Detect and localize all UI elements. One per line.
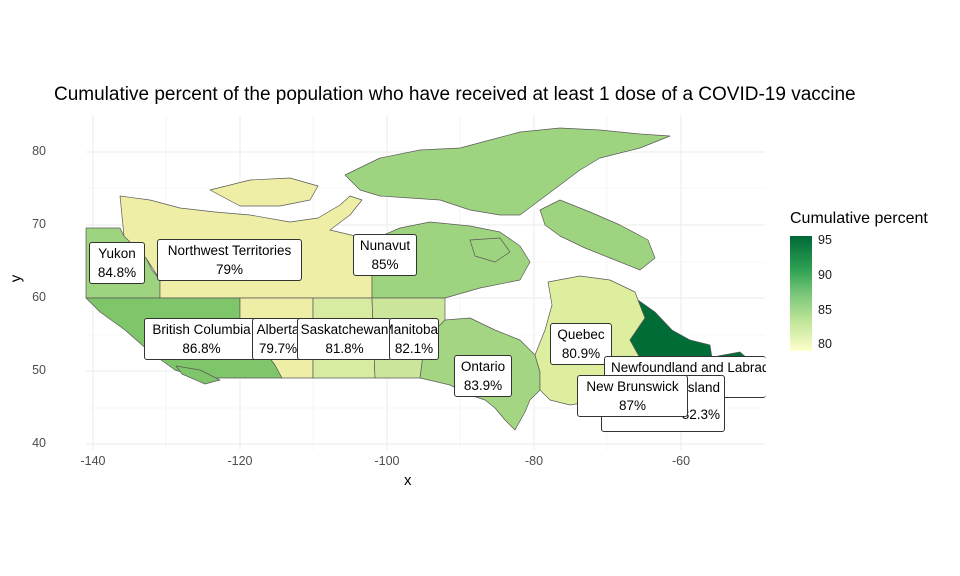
y-tick: 40 bbox=[32, 436, 46, 450]
label-saskatchewan: Saskatchewan 81.8% bbox=[297, 318, 392, 360]
y-tick: 50 bbox=[32, 363, 46, 377]
region-nunavut-baffin bbox=[539, 199, 656, 271]
label-alberta: Alberta 79.7% bbox=[252, 318, 304, 360]
legend-colorbar bbox=[790, 236, 812, 351]
label-nunavut: Nunavut 85% bbox=[353, 234, 417, 276]
legend-tick: 85 bbox=[818, 303, 832, 317]
x-tick: -140 bbox=[80, 454, 106, 468]
label-ontario: Ontario 83.9% bbox=[454, 355, 512, 397]
chart-title: Cumulative percent of the population who… bbox=[54, 84, 856, 105]
legend-tick: 80 bbox=[818, 337, 832, 351]
x-tick: -100 bbox=[374, 454, 400, 468]
y-tick: 80 bbox=[32, 144, 46, 158]
x-axis-title: x bbox=[404, 472, 412, 489]
region-nunavut-arctic bbox=[344, 127, 671, 216]
label-quebec: Quebec 80.9% bbox=[550, 323, 612, 365]
region-vancouver-island bbox=[175, 365, 221, 385]
y-tick: 60 bbox=[32, 290, 46, 304]
x-tick: -120 bbox=[227, 454, 253, 468]
legend-tick: 95 bbox=[818, 233, 832, 247]
region-nwt-island bbox=[209, 177, 319, 207]
x-tick: -80 bbox=[524, 454, 544, 468]
x-tick: -60 bbox=[671, 454, 691, 468]
legend-tick: 90 bbox=[818, 268, 832, 282]
region-nunavut-southampton bbox=[469, 237, 511, 263]
y-axis-title: y bbox=[7, 274, 25, 283]
y-tick: 70 bbox=[32, 217, 46, 231]
label-yukon: Yukon 84.8% bbox=[89, 242, 145, 284]
label-northwest-territories: Northwest Territories 79% bbox=[157, 239, 302, 281]
label-manitoba: Manitoba82.1% bbox=[389, 318, 439, 360]
legend-title: Cumulative percent bbox=[790, 210, 928, 227]
label-british-columbia: British Columbia 86.8% bbox=[144, 318, 259, 360]
label-new-brunswick: New Brunswick 87% bbox=[577, 375, 688, 417]
